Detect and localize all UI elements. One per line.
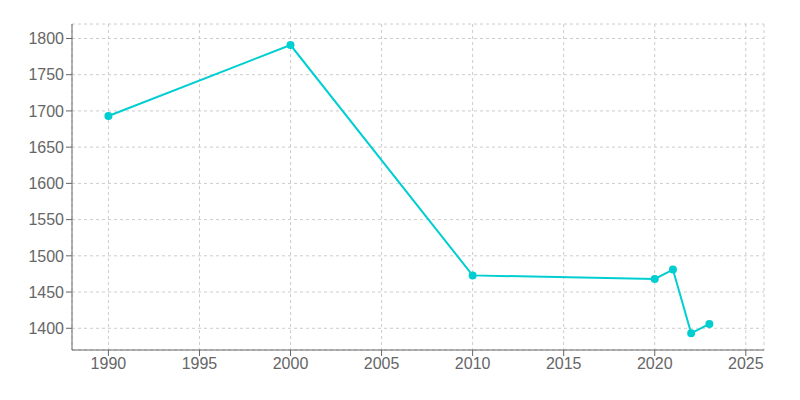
svg-text:2005: 2005 <box>364 355 400 372</box>
svg-text:2000: 2000 <box>273 355 309 372</box>
svg-text:1750: 1750 <box>28 66 64 83</box>
svg-text:2025: 2025 <box>728 355 764 372</box>
svg-text:1995: 1995 <box>182 355 218 372</box>
svg-text:1600: 1600 <box>28 175 64 192</box>
svg-text:1990: 1990 <box>91 355 127 372</box>
svg-text:2020: 2020 <box>637 355 673 372</box>
svg-text:1800: 1800 <box>28 30 64 47</box>
svg-text:1400: 1400 <box>28 320 64 337</box>
svg-text:1500: 1500 <box>28 248 64 265</box>
svg-text:1550: 1550 <box>28 211 64 228</box>
svg-text:1700: 1700 <box>28 103 64 120</box>
svg-text:2010: 2010 <box>455 355 491 372</box>
svg-text:2015: 2015 <box>546 355 582 372</box>
svg-text:1450: 1450 <box>28 284 64 301</box>
svg-text:1650: 1650 <box>28 139 64 156</box>
